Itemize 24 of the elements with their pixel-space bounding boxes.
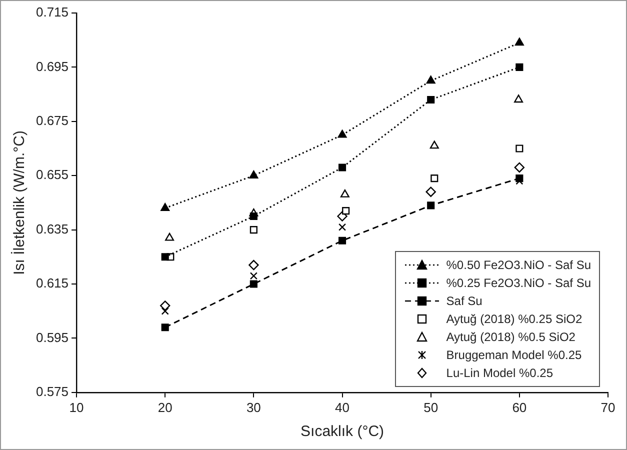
x-tick-label: 60 (512, 400, 527, 415)
y-axis-title: Isı İletkenlik (W/m.°C) (10, 130, 28, 275)
x-tick-label: 40 (335, 400, 350, 415)
y-tick-label: 0.575 (36, 384, 69, 399)
x-tick-label: 30 (246, 400, 261, 415)
y-tick-label: 0.655 (36, 167, 69, 182)
x-tick-label: 20 (158, 400, 172, 415)
x-tick-label: 70 (600, 400, 616, 415)
y-tick-label: 0.615 (36, 276, 69, 291)
x-tick-label: 10 (69, 400, 84, 415)
y-tick-label: 0.675 (36, 112, 69, 128)
x-axis-title: Sıcaklık (°C) (300, 423, 384, 440)
legend-label: Bruggeman Model %0.25 (446, 347, 582, 364)
x-tick-label: 50 (424, 400, 438, 415)
legend-label: Saf Su (446, 293, 482, 310)
y-tick-label: 0.715 (36, 4, 69, 20)
legend-label: %0.50 Fe2O3.NiO - Saf Su (446, 257, 591, 274)
legend-label: %0.25 Fe2O3.NiO - Saf Su (446, 275, 591, 292)
legend-label: Aytuğ (2018) %0.25 SiO2 (446, 311, 582, 328)
y-tick-label: 0.695 (36, 58, 69, 74)
y-tick-label: 0.635 (36, 221, 69, 236)
legend-label: Aytuğ (2018) %0.5 SiO2 (446, 329, 576, 346)
y-tick-label: 0.595 (36, 330, 69, 345)
legend-label: Lu-Lin Model %0.25 (446, 365, 553, 382)
